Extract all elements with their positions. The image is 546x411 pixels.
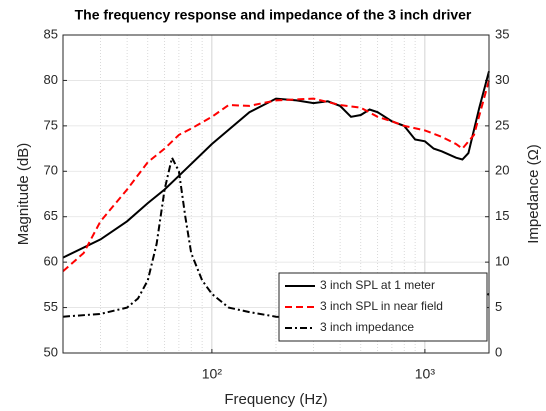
- y2-tick-label: 0: [495, 344, 502, 359]
- y-tick-label: 70: [44, 163, 58, 178]
- y2-tick-label: 5: [495, 299, 502, 314]
- legend-label: 3 inch impedance: [320, 320, 414, 334]
- legend-label: 3 inch SPL in near field: [320, 299, 443, 313]
- y-tick-label: 80: [44, 72, 58, 87]
- y-tick-label: 60: [44, 254, 58, 269]
- y-tick-label: 85: [44, 26, 58, 41]
- y2-tick-label: 10: [495, 254, 509, 269]
- x-tick-label: 10²: [202, 366, 223, 382]
- y2-tick-label: 35: [495, 26, 509, 41]
- line-series: [62, 80, 490, 272]
- y2-tick-label: 25: [495, 117, 509, 132]
- line-series: [62, 71, 490, 259]
- chart-title: The frequency response and impedance of …: [75, 7, 472, 23]
- y-tick-label: 65: [44, 208, 58, 223]
- y-tick-label: 50: [44, 344, 58, 359]
- plot-border: [62, 34, 490, 354]
- y-tick-label: 55: [44, 299, 58, 314]
- x-axis-label: Frequency (Hz): [224, 391, 327, 408]
- y2-tick-label: 30: [495, 72, 509, 87]
- x-tick-label: 10³: [415, 366, 436, 382]
- legend-label: 3 inch SPL at 1 meter: [320, 278, 435, 292]
- y-tick-label: 75: [44, 117, 58, 132]
- y2-tick-label: 20: [495, 163, 509, 178]
- line-series: [62, 154, 490, 320]
- y-axis-label: Magnitude (dB): [15, 143, 32, 246]
- y2-tick-label: 15: [495, 208, 509, 223]
- y2-axis-label: Impedance (Ω): [525, 144, 542, 244]
